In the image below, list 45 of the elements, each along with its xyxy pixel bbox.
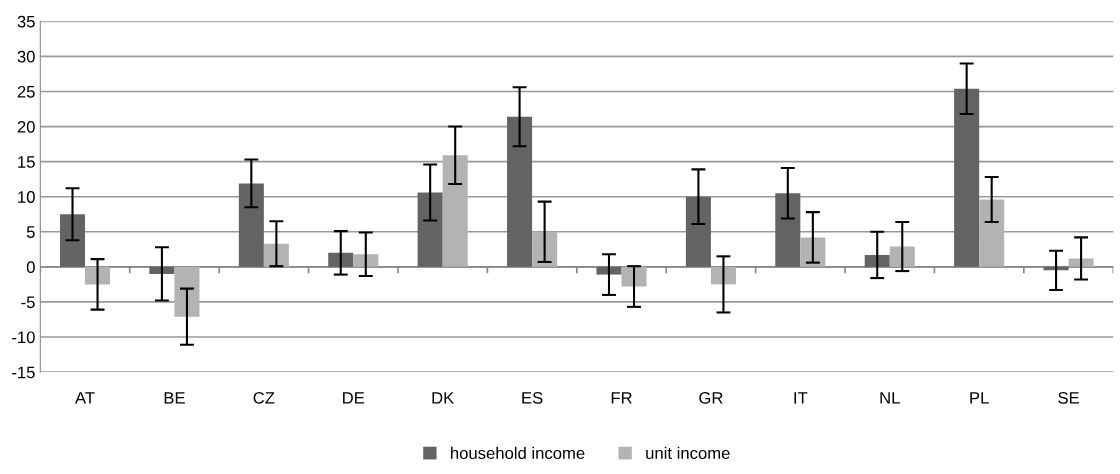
legend-label: unit income bbox=[646, 446, 730, 460]
bar bbox=[417, 192, 443, 267]
bar bbox=[149, 266, 175, 274]
x-tick-label: CZ bbox=[253, 391, 275, 404]
x-tick-label: NL bbox=[880, 392, 900, 404]
y-tick-label: 15 bbox=[18, 156, 35, 168]
y-tick-label: 0 bbox=[26, 261, 35, 274]
bar bbox=[685, 196, 711, 267]
y-tick-label: 30 bbox=[17, 50, 35, 63]
y-tick-label: -5 bbox=[21, 296, 35, 309]
x-tick-label: GR bbox=[699, 391, 723, 404]
x-tick-label: PL bbox=[970, 392, 989, 404]
bar bbox=[800, 237, 826, 267]
bar bbox=[621, 266, 647, 287]
bar bbox=[353, 254, 379, 267]
y-tick-label: 35 bbox=[17, 15, 35, 28]
bar bbox=[954, 88, 980, 267]
bar bbox=[238, 183, 264, 267]
x-tick-label: ES bbox=[522, 391, 543, 404]
x-tick-label: FR bbox=[611, 392, 632, 404]
y-tick-label: -15 bbox=[12, 366, 35, 379]
bar bbox=[864, 254, 890, 267]
bar bbox=[174, 266, 200, 317]
bar bbox=[596, 266, 622, 275]
x-tick-label: BE bbox=[164, 392, 185, 404]
y-tick-label: 10 bbox=[18, 191, 35, 203]
x-tick-label: SE bbox=[1058, 391, 1079, 404]
bar bbox=[979, 199, 1005, 267]
legend-label: household income bbox=[451, 446, 585, 460]
x-tick-label: IT bbox=[794, 392, 808, 404]
bar bbox=[532, 231, 558, 267]
x-tick-label: AT bbox=[75, 392, 95, 404]
y-tick-label: 25 bbox=[17, 85, 35, 98]
bar bbox=[59, 214, 86, 267]
bar bbox=[442, 155, 468, 267]
bar bbox=[889, 246, 915, 267]
y-tick-label: -10 bbox=[12, 331, 35, 344]
bar bbox=[1068, 258, 1094, 267]
bar bbox=[775, 193, 801, 267]
y-tick-label: 5 bbox=[26, 226, 35, 238]
bar bbox=[328, 252, 354, 267]
y-tick-label: 20 bbox=[17, 120, 35, 133]
x-tick-label: DE bbox=[343, 392, 365, 404]
bar bbox=[507, 116, 533, 267]
x-tick-label: DK bbox=[432, 392, 455, 404]
